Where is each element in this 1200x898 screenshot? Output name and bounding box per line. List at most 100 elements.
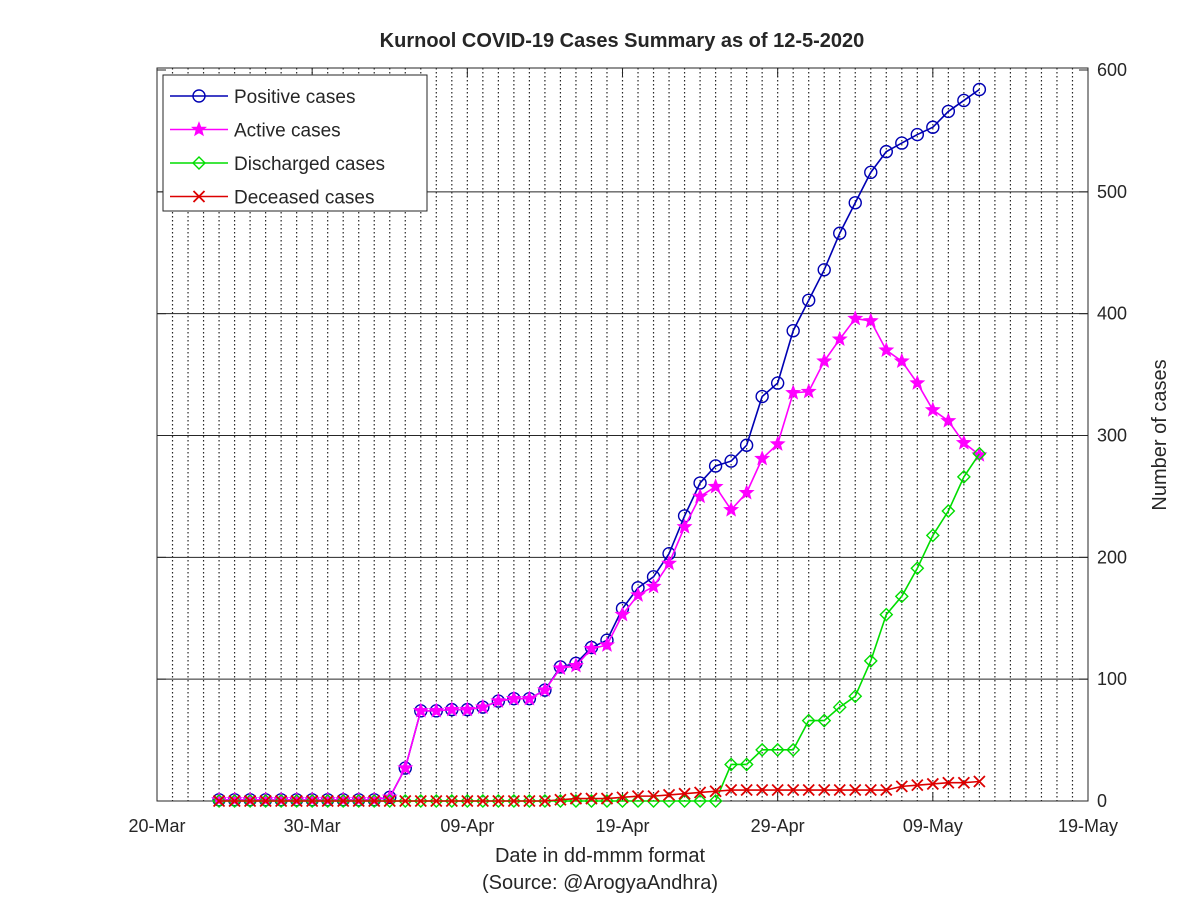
legend-label: Positive cases xyxy=(234,87,355,108)
data-point-discharged-cases xyxy=(367,794,382,808)
data-point-deceased-cases xyxy=(259,794,272,808)
series-deceased-cases xyxy=(212,775,986,808)
data-point-active-cases xyxy=(661,555,678,571)
data-point-active-cases xyxy=(350,791,367,807)
data-point-active-cases xyxy=(614,606,631,622)
legend-entries: Positive cases Active cases Discharged cas… xyxy=(170,87,385,209)
data-point-active-cases xyxy=(412,702,429,718)
data-point-discharged-cases xyxy=(817,713,832,728)
legend-item-positive-cases: Positive cases xyxy=(170,87,355,108)
legend-box xyxy=(162,74,428,212)
data-point-deceased-cases xyxy=(337,794,350,808)
legend-item-active-cases: Active cases xyxy=(170,121,341,142)
data-point-discharged-cases xyxy=(848,689,863,704)
y-tick-label: 0 xyxy=(1097,791,1107,811)
series-line-deceased-cases xyxy=(219,780,980,802)
data-point-active-cases xyxy=(630,586,646,602)
x-tick-label: 19-May xyxy=(1058,816,1118,836)
data-point-active-cases xyxy=(443,701,460,717)
data-point-discharged-cases xyxy=(413,794,428,808)
data-point-active-cases xyxy=(567,657,584,673)
data-point-discharged-cases xyxy=(615,794,630,808)
data-point-active-cases xyxy=(459,701,476,717)
data-point-discharged-cases xyxy=(724,757,739,772)
data-point-active-cases xyxy=(242,791,259,807)
data-point-deceased-cases xyxy=(693,786,707,799)
data-point-deceased-cases xyxy=(274,794,288,808)
x-axis-source-note: (Source: @ArogyaAndhra) xyxy=(482,872,718,894)
data-point-deceased-cases xyxy=(662,788,676,802)
data-point-deceased-cases xyxy=(709,785,722,798)
data-point-positive-cases xyxy=(817,263,831,277)
data-point-discharged-cases xyxy=(879,607,894,622)
data-point-deceased-cases xyxy=(492,794,505,808)
data-point-discharged-cases xyxy=(910,561,925,576)
data-point-active-cases xyxy=(366,791,383,807)
data-point-discharged-cases xyxy=(941,504,956,519)
data-point-deceased-cases xyxy=(849,783,862,797)
data-point-discharged-cases xyxy=(693,794,708,808)
data-point-discharged-cases xyxy=(382,794,397,808)
data-point-discharged-cases xyxy=(444,794,459,808)
y-tick-label: 200 xyxy=(1097,547,1127,567)
data-point-deceased-cases xyxy=(243,794,257,808)
data-point-deceased-cases xyxy=(818,783,831,797)
series-line-active-cases xyxy=(219,317,980,801)
y-tick-label: 500 xyxy=(1097,182,1127,202)
data-point-active-cases xyxy=(490,692,507,708)
data-point-positive-cases xyxy=(910,127,925,142)
data-point-positive-cases xyxy=(864,165,878,180)
data-point-deceased-cases xyxy=(647,789,660,803)
data-point-active-cases xyxy=(816,352,833,368)
data-point-active-cases xyxy=(909,374,926,390)
data-point-positive-cases xyxy=(708,459,723,473)
data-point-active-cases xyxy=(304,791,321,807)
data-point-deceased-cases xyxy=(554,793,567,806)
data-point-deceased-cases xyxy=(352,794,365,808)
data-point-active-cases xyxy=(273,791,290,807)
data-point-deceased-cases xyxy=(383,794,396,808)
data-point-deceased-cases xyxy=(942,776,955,789)
data-point-discharged-cases xyxy=(708,794,723,808)
legend-marker xyxy=(192,156,206,170)
data-point-discharged-cases xyxy=(506,794,521,808)
data-point-deceased-cases xyxy=(445,794,458,808)
data-point-deceased-cases xyxy=(569,792,583,805)
data-point-active-cases xyxy=(397,759,414,775)
data-point-discharged-cases xyxy=(320,794,335,808)
data-point-deceased-cases xyxy=(306,794,319,808)
series-active-cases xyxy=(211,310,988,807)
data-point-active-cases xyxy=(754,450,771,466)
data-point-active-cases xyxy=(505,690,522,706)
legend-item-discharged-cases: Discharged cases xyxy=(170,154,385,175)
data-point-positive-cases xyxy=(739,438,754,452)
data-point-discharged-cases xyxy=(398,794,413,808)
data-point-active-cases xyxy=(785,384,802,400)
data-point-deceased-cases xyxy=(833,783,846,797)
data-point-discharged-cases xyxy=(475,794,490,808)
data-point-active-cases xyxy=(428,702,445,718)
data-point-active-cases xyxy=(474,698,491,714)
legend-label: Deceased cases xyxy=(234,188,374,209)
data-point-active-cases xyxy=(583,640,600,656)
data-point-discharged-cases xyxy=(677,794,692,808)
data-point-active-cases xyxy=(226,791,243,807)
data-point-active-cases xyxy=(521,690,538,706)
data-point-deceased-cases xyxy=(212,794,226,808)
x-axis: 20-Mar 30-Mar 09-Apr 19-Apr 29-Apr 09-May 19-M… xyxy=(128,68,1118,836)
x-tick-label: 19-Apr xyxy=(595,816,649,836)
data-point-discharged-cases xyxy=(522,794,537,808)
data-point-discharged-cases xyxy=(429,794,444,808)
data-point-deceased-cases xyxy=(461,794,474,808)
y-tick-label: 100 xyxy=(1097,669,1127,689)
data-point-discharged-cases xyxy=(460,794,475,808)
data-point-active-cases xyxy=(769,435,786,451)
data-point-discharged-cases xyxy=(274,794,289,808)
data-point-active-cases xyxy=(536,681,553,697)
data-point-discharged-cases xyxy=(212,794,227,808)
data-point-discharged-cases xyxy=(491,794,506,808)
data-point-active-cases xyxy=(847,310,864,326)
data-point-positive-cases xyxy=(972,82,987,97)
data-point-discharged-cases xyxy=(289,794,304,808)
